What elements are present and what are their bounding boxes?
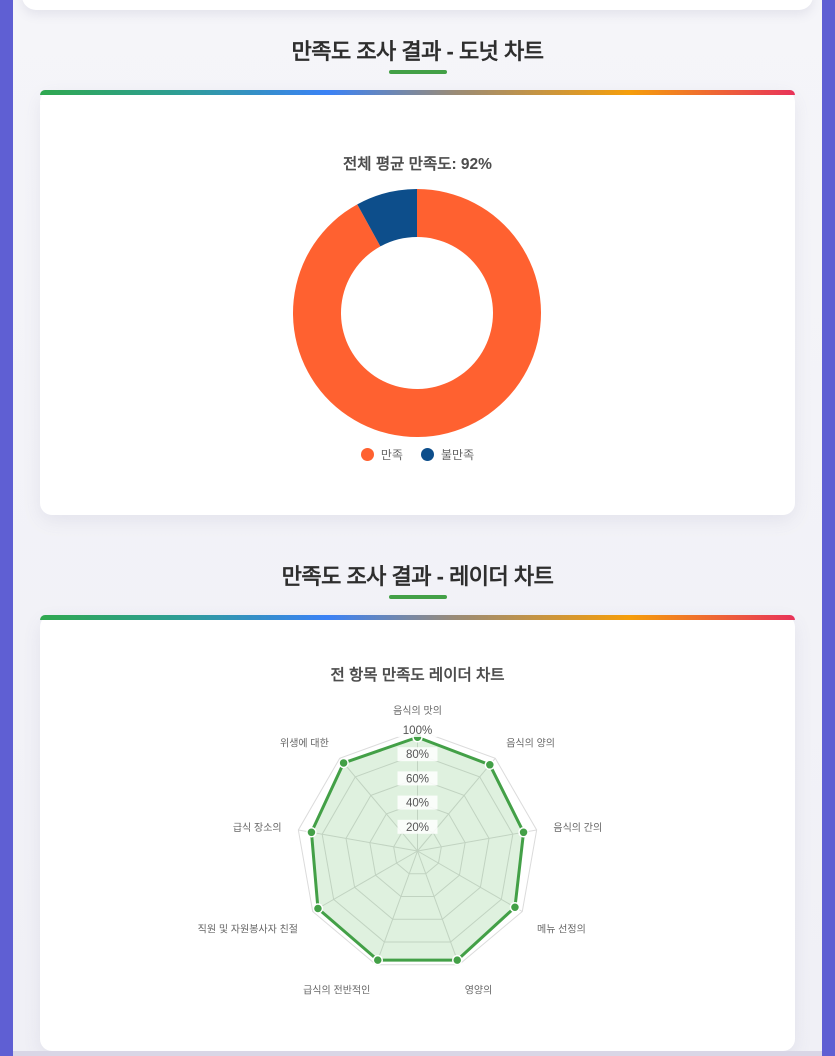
- tick-backdrop: [397, 771, 438, 786]
- radar-axis-line: [312, 850, 418, 912]
- donut-segment-만족[interactable]: [293, 189, 541, 437]
- donut-chart[interactable]: [277, 173, 557, 453]
- radar-axis-label-영양의: 영양의: [465, 985, 493, 997]
- radar-axis-label-메뉴 선정의: 메뉴 선정의: [537, 924, 586, 936]
- radar-point-음식의 간의[interactable]: [518, 827, 529, 838]
- radar-grid-ring: [393, 826, 442, 875]
- donut-legend: 만족 불만족: [40, 446, 795, 463]
- radar-axis-label-음식의 간의: 음식의 간의: [553, 822, 602, 834]
- card-gradient-accent: [40, 90, 795, 95]
- donut-chart-card: 전체 평균 만족도: 92% 만족 불만족: [40, 90, 795, 515]
- radar-axis-label-직원 및 자원봉사자 친절: 직원 및 자원봉사자 친절: [198, 923, 298, 936]
- card-gradient-accent: [40, 615, 795, 620]
- radar-point-위생에 대한[interactable]: [338, 757, 349, 769]
- section-title-underline: [388, 595, 447, 599]
- radar-tick-label: 20%: [406, 822, 429, 834]
- radar-point-영양의[interactable]: [451, 954, 463, 966]
- radar-axis-line: [339, 757, 418, 852]
- footer-strip: [13, 1051, 822, 1056]
- tick-backdrop: [397, 747, 438, 762]
- legend-item-만족[interactable]: 만족: [360, 446, 403, 463]
- section-title-radar: 만족도 조사 결과 - 레이더 차트: [281, 564, 554, 589]
- legend-swatch: [360, 448, 374, 461]
- previous-card-bottom-edge: [22, 0, 813, 10]
- radar-axis-label-급식의 전반적인: 급식의 전반적인: [303, 985, 370, 997]
- donut-segment-불만족[interactable]: [357, 189, 417, 247]
- radar-grid-ring: [369, 802, 466, 897]
- radar-axis-line: [417, 829, 537, 852]
- radar-axis-line: [417, 850, 523, 912]
- radar-point-급식 장소의[interactable]: [306, 827, 317, 838]
- radar-grid-ring: [321, 753, 514, 943]
- radar-grid-ring: [297, 729, 538, 966]
- section-title-underline: [388, 70, 447, 74]
- legend-label: 불만족: [440, 448, 475, 462]
- section-title-donut: 만족도 조사 결과 - 도넛 차트: [291, 39, 544, 64]
- radar-axis-label-위생에 대한: 위생에 대한: [280, 737, 329, 750]
- radar-axis-label-음식의 양의: 음식의 양의: [506, 738, 555, 750]
- radar-tick-label: 40%: [406, 798, 429, 810]
- radar-point-메뉴 선정의[interactable]: [509, 902, 521, 913]
- radar-tick-label: 100%: [403, 725, 432, 737]
- radar-axis-label-급식 장소의: 급식 장소의: [233, 822, 282, 834]
- radar-grid-ring: [345, 777, 490, 920]
- tick-backdrop: [397, 795, 438, 810]
- radar-point-음식의 양의[interactable]: [484, 759, 496, 771]
- radar-axis-line: [298, 829, 418, 852]
- radar-axis-label-음식의 맛의: 음식의 맛의: [393, 705, 442, 717]
- legend-swatch: [420, 448, 434, 461]
- donut-chart-title: 전체 평균 만족도: 92%: [343, 156, 492, 173]
- radar-axis-line: [375, 850, 418, 965]
- radar-axis-line: [417, 757, 496, 852]
- legend-item-불만족[interactable]: 불만족: [420, 446, 475, 463]
- radar-tick-label: 60%: [406, 773, 429, 785]
- left-accent-bar: [0, 0, 13, 1056]
- radar-data-area: [309, 735, 526, 962]
- legend-label: 만족: [380, 448, 403, 462]
- radar-point-급식의 전반적인[interactable]: [372, 954, 384, 966]
- tick-backdrop: [397, 819, 438, 834]
- right-accent-bar: [822, 0, 835, 1056]
- radar-point-직원 및 자원봉사자 친절[interactable]: [312, 903, 324, 914]
- radar-tick-label: 80%: [406, 749, 429, 761]
- radar-axis-line: [417, 850, 460, 965]
- tick-backdrop: [397, 723, 438, 737]
- radar-chart-title: 전 항목 만족도 레이더 차트: [330, 667, 505, 684]
